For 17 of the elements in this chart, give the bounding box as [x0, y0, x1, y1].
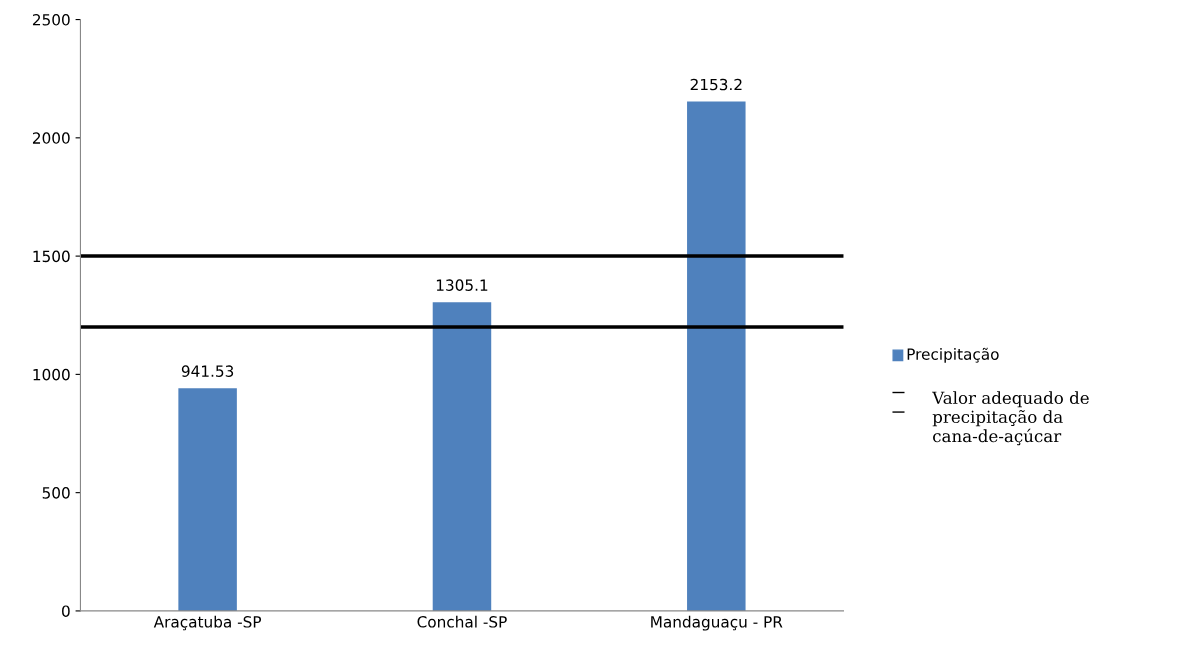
- bar: [432, 302, 492, 611]
- legend-label: Valor adequado de precipitação da cana-de-açúcar: [932, 391, 1089, 446]
- y-tick-label: 0: [62, 605, 70, 617]
- y-tick-label: 1000: [33, 368, 70, 381]
- x-tick-label: Mandaguaçu - PR: [651, 615, 783, 631]
- y-tick-label: 500: [42, 487, 70, 499]
- x-tick-label: Conchal -SP: [417, 615, 507, 628]
- y-tick-label: 1500: [33, 250, 70, 263]
- data-label: 1305.1: [436, 279, 488, 291]
- x-tick-label: Araçatuba -SP: [153, 615, 262, 631]
- y-tick-label: 2000: [32, 132, 70, 144]
- legend-label: Precipitação: [907, 347, 999, 363]
- data-label: 2153.2: [690, 78, 742, 91]
- y-tick-label: 2500: [32, 14, 70, 26]
- data-label: 941.53: [181, 365, 234, 377]
- bar: [178, 388, 237, 611]
- bar: [687, 101, 746, 611]
